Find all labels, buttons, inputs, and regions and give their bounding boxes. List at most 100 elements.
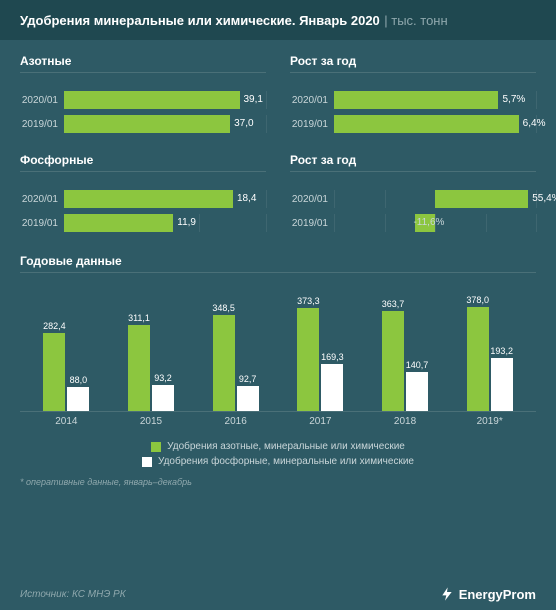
hbar-area: 55,4%: [334, 190, 536, 208]
vaxis-label: 2019*: [447, 416, 532, 427]
hbar-label: 2020/01: [290, 194, 334, 205]
chart-nitrogen-growth: 2020/01 5,7% 2019/016,4%: [290, 77, 536, 147]
header-bar: Удобрения минеральные или химические. Ян…: [0, 0, 556, 40]
source-label: Источник: КС МНЭ РК: [20, 589, 126, 600]
hbar-label: 2019/01: [290, 119, 334, 130]
vaxis-label: 2018: [363, 416, 448, 427]
hbar-area: 6,4%: [334, 115, 536, 133]
header-title: Удобрения минеральные или химические. Ян…: [20, 13, 380, 28]
vbar-value: 140,7: [406, 360, 429, 370]
vgroup: 363,7140,7: [363, 311, 448, 411]
legend-label-0: Удобрения азотные, минеральные или химич…: [167, 441, 405, 452]
panel-phosphorus: Фосфорные 2020/01 18,4 2019/01 11,9: [20, 153, 266, 246]
chart-phosphorus: 2020/01 18,4 2019/01 11,9: [20, 176, 266, 246]
content-area: Азотные 2020/01 39,1 2019/01 37,0 Рост за г…: [0, 40, 556, 487]
footer: Источник: КС МНЭ РК EnergyProm: [0, 578, 556, 610]
vaxis-label: 2015: [109, 416, 194, 427]
hbar-area: 37,0: [64, 115, 266, 133]
hbar: [64, 115, 230, 133]
vbar: [152, 385, 174, 411]
brand-text: EnergyProm: [459, 587, 536, 602]
vbar-value: 169,3: [321, 352, 344, 362]
row-nitrogen: Азотные 2020/01 39,1 2019/01 37,0 Рост за г…: [20, 54, 536, 147]
chart-nitrogen: 2020/01 39,1 2019/01 37,0: [20, 77, 266, 147]
row-phosphorus: Фосфорные 2020/01 18,4 2019/01 11,9 Рост за…: [20, 153, 536, 246]
hbar-value: 55,4%: [528, 190, 556, 208]
hbar-label: 2019/01: [20, 119, 64, 130]
panel-title-phosphorus: Фосфорные: [20, 153, 266, 172]
panel-title-nitrogen: Азотные: [20, 54, 266, 73]
panel-nitrogen: Азотные 2020/01 39,1 2019/01 37,0: [20, 54, 266, 147]
vbar-value: 88,0: [70, 375, 88, 385]
vgroup: 311,193,2: [109, 325, 194, 411]
panel-nitrogen-growth: Рост за год 2020/01 5,7% 2019/016,4%: [290, 54, 536, 147]
vbar-value: 93,2: [154, 373, 172, 383]
vbar-value: 311,1: [128, 313, 150, 323]
vbar: [43, 333, 65, 411]
vbar: [237, 386, 259, 411]
hbar-area: 39,1: [64, 91, 266, 109]
vbar: [321, 364, 343, 411]
hbar-value: 18,4: [233, 190, 256, 208]
legend-item-0: Удобрения азотные, минеральные или химич…: [151, 441, 405, 452]
chart-phosphorus-growth: 2020/0155,4%2019/01-11,6%: [290, 176, 536, 246]
hbar-area: 11,9: [64, 214, 266, 232]
hbar-row: 2019/01 11,9: [20, 214, 266, 232]
hbar-row: 2020/01 5,7%: [290, 91, 536, 109]
header-unit: тыс. тонн: [391, 13, 447, 28]
panel-title-phosphorus-growth: Рост за год: [290, 153, 536, 172]
legend-swatch-0: [151, 442, 161, 452]
hbar-area: 18,4: [64, 190, 266, 208]
hbar: [64, 214, 173, 232]
vbar-value: 193,2: [490, 346, 513, 356]
hbar-row: 2019/016,4%: [290, 115, 536, 133]
vaxis-label: 2016: [193, 416, 278, 427]
vbar-value: 378,0: [466, 295, 489, 305]
hbar-value: 5,7%: [498, 91, 525, 109]
annual-title: Годовые данные: [20, 254, 536, 273]
vbar: [128, 325, 150, 411]
legend-item-1: Удобрения фосфорные, минеральные или хим…: [142, 456, 414, 467]
vbar-value: 282,4: [43, 321, 66, 331]
vbar: [297, 308, 319, 411]
hbar: [64, 190, 233, 208]
hbar-value: 11,9: [173, 214, 196, 232]
hbar-area: -11,6%: [334, 214, 536, 232]
legend-label-1: Удобрения фосфорные, минеральные или хим…: [158, 456, 414, 467]
annual-chart: 282,488,0311,193,2348,592,7373,3169,3363…: [20, 281, 536, 411]
vgroup: 373,3169,3: [278, 308, 363, 411]
hbar: [334, 115, 519, 133]
hbar-value: 39,1: [240, 91, 263, 109]
hbar-label: 2019/01: [20, 218, 64, 229]
panel-title-nitrogen-growth: Рост за год: [290, 54, 536, 73]
hbar-value: 37,0: [230, 115, 253, 133]
vgroup: 282,488,0: [24, 333, 109, 411]
hbar-label: 2020/01: [20, 95, 64, 106]
vbar: [467, 307, 489, 411]
vbar: [213, 315, 235, 411]
vgroup: 348,592,7: [193, 315, 278, 411]
hbar-row: 2019/01 37,0: [20, 115, 266, 133]
vaxis-label: 2017: [278, 416, 363, 427]
vbar-value: 373,3: [297, 296, 320, 306]
vbar: [406, 372, 428, 411]
hbar-row: 2020/01 39,1: [20, 91, 266, 109]
hbar-label: 2020/01: [290, 95, 334, 106]
hbar-value: -11,6%: [409, 214, 415, 232]
annual-axis: 201420152016201720182019*: [20, 411, 536, 427]
hbar-label: 2019/01: [290, 218, 334, 229]
hbar-row: 2019/01 -11,6%: [290, 214, 536, 232]
vgroup: 378,0193,2: [447, 307, 532, 411]
hbar: [334, 91, 498, 109]
legend: Удобрения азотные, минеральные или химич…: [20, 441, 536, 467]
lightning-icon: [439, 586, 455, 602]
panel-phosphorus-growth: Рост за год 2020/0155,4%2019/01-11,6%: [290, 153, 536, 246]
hbar-label: 2020/01: [20, 194, 64, 205]
vbar: [491, 358, 513, 411]
brand: EnergyProm: [439, 586, 536, 602]
legend-swatch-1: [142, 457, 152, 467]
hbar-row: 2020/0155,4%: [290, 190, 536, 208]
vaxis-label: 2014: [24, 416, 109, 427]
vbar-value: 348,5: [212, 303, 235, 313]
hbar: [64, 91, 240, 109]
